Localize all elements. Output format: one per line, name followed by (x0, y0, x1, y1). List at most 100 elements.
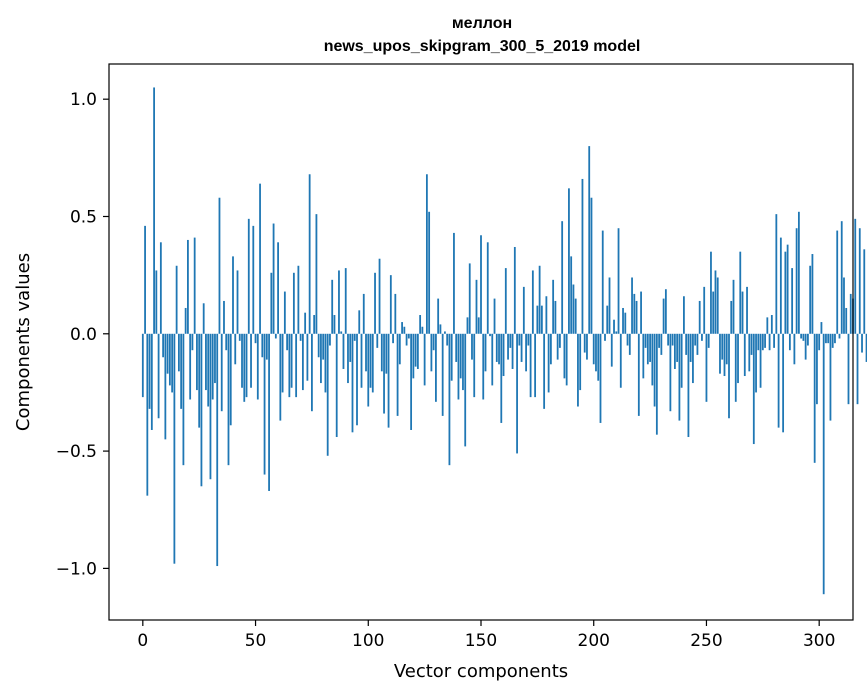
bar-25 (198, 333, 201, 428)
bar-252 (710, 251, 712, 334)
bar-132 (439, 324, 442, 334)
bar-95 (356, 333, 358, 426)
bar-253 (712, 291, 715, 334)
bar-84 (331, 279, 334, 334)
bar-86 (335, 333, 338, 438)
bar-68 (295, 333, 298, 398)
bar-235 (671, 333, 674, 346)
bar-115 (401, 322, 403, 334)
bar-168 (520, 333, 523, 362)
bar-232 (664, 289, 667, 334)
bar-105 (378, 258, 381, 334)
bar-116 (403, 326, 406, 334)
bar-217 (631, 277, 633, 334)
bar-163 (509, 333, 512, 348)
bar-100 (367, 333, 370, 407)
bar-34 (218, 197, 221, 334)
bar-242 (687, 333, 690, 438)
bar-131 (437, 298, 440, 334)
bar-279 (770, 315, 773, 334)
bar-119 (410, 333, 413, 430)
bar-225 (649, 333, 651, 362)
bar-36 (223, 300, 225, 334)
bar-284 (782, 333, 785, 433)
bar-127 (428, 211, 431, 334)
bar-126 (425, 174, 428, 334)
bar-49 (252, 225, 255, 334)
bar-129 (432, 333, 435, 351)
bar-19 (184, 307, 187, 334)
bar-110 (389, 275, 392, 334)
bar-180 (547, 333, 550, 393)
bar-21 (189, 333, 192, 400)
bar-0 (141, 333, 144, 398)
bar-172 (529, 333, 532, 398)
bar-38 (227, 333, 230, 466)
bar-2 (146, 333, 149, 496)
bar-197 (586, 333, 588, 360)
bar-182 (552, 279, 555, 334)
bar-270 (750, 333, 753, 355)
bar-65 (288, 333, 291, 398)
bar-166 (516, 333, 518, 454)
bar-174 (534, 333, 537, 398)
bar-7 (157, 333, 160, 419)
bar-5 (153, 87, 155, 334)
bar-142 (462, 333, 464, 391)
bar-29 (207, 333, 210, 407)
bar-282 (777, 333, 780, 428)
bar-20 (187, 239, 189, 334)
bar-229 (658, 333, 661, 348)
bar-91 (347, 333, 349, 384)
bar-6 (155, 270, 158, 334)
bar-149 (477, 317, 480, 334)
bar-233 (667, 333, 670, 346)
bar-147 (473, 333, 476, 398)
bar-59 (274, 333, 277, 339)
bar-18 (182, 333, 185, 466)
bar-103 (374, 272, 376, 334)
bar-51 (256, 333, 259, 400)
bar-272 (755, 333, 757, 393)
x-tick-label: 200 (578, 631, 610, 651)
bar-184 (556, 333, 559, 360)
bar-121 (414, 333, 417, 367)
bar-162 (507, 333, 509, 360)
bar-188 (565, 333, 568, 386)
bar-301 (820, 322, 823, 334)
bar-11 (166, 333, 169, 374)
bar-237 (676, 333, 679, 362)
y-axis-label: Components values (13, 253, 34, 431)
bar-74 (308, 174, 311, 334)
bar-89 (342, 333, 345, 369)
bar-43 (238, 333, 241, 341)
bar-133 (441, 333, 444, 416)
bar-155 (491, 333, 494, 386)
bar-281 (775, 214, 778, 334)
bar-48 (250, 333, 252, 388)
bar-109 (387, 333, 390, 428)
bar-300 (818, 333, 821, 351)
bar-67 (292, 272, 295, 334)
x-tick-label: 150 (465, 631, 497, 651)
bar-211 (617, 228, 620, 334)
bar-107 (383, 333, 385, 414)
bar-57 (270, 272, 273, 334)
bar-205 (604, 333, 606, 341)
bar-70 (299, 333, 302, 341)
bar-309 (838, 333, 841, 339)
bar-204 (601, 230, 604, 334)
chart-title-line1: меллон (452, 15, 512, 32)
bar-17 (180, 333, 183, 409)
bar-85 (333, 315, 336, 334)
bar-262 (732, 279, 735, 334)
bar-137 (450, 333, 453, 381)
bar-69 (297, 265, 300, 334)
bar-145 (468, 263, 471, 334)
bar-60 (277, 242, 279, 334)
bar-124 (421, 326, 424, 334)
bar-41 (234, 333, 237, 365)
bar-88 (340, 331, 343, 334)
bar-239 (680, 333, 683, 388)
bar-24 (196, 333, 198, 391)
